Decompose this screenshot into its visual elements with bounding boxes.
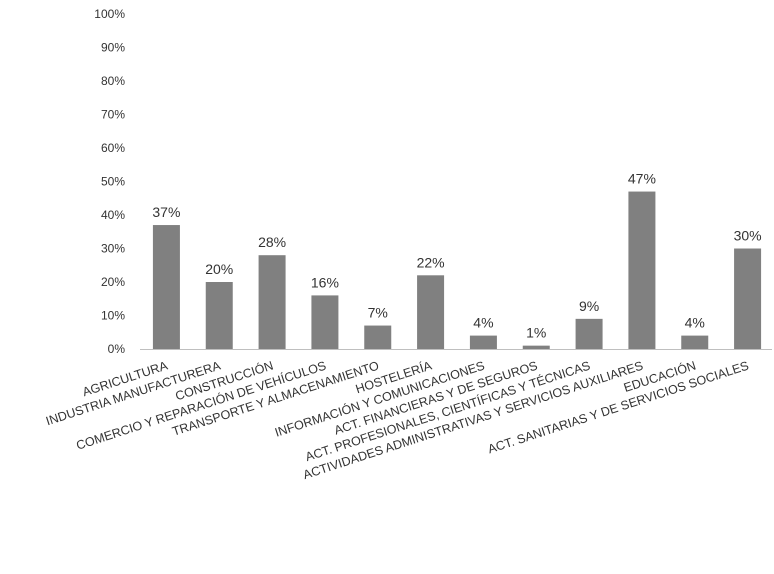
bar	[522, 345, 550, 349]
data-label: 4%	[473, 315, 493, 331]
y-tick-label: 0%	[108, 342, 126, 356]
bar	[469, 335, 497, 349]
bar	[681, 335, 709, 349]
y-tick-label: 80%	[101, 74, 125, 88]
y-tick-label: 30%	[101, 242, 125, 256]
data-label: 9%	[579, 298, 599, 314]
bar	[364, 325, 392, 349]
y-tick-label: 50%	[101, 175, 125, 189]
bar	[575, 318, 603, 349]
y-tick-label: 20%	[101, 275, 125, 289]
data-label: 47%	[628, 171, 656, 187]
data-labels: 37% 20% 28% 16% 7% 22% 4% 1% 9% 47% 4% 30%	[152, 171, 761, 341]
data-label: 1%	[526, 325, 546, 341]
bar	[628, 191, 656, 349]
y-tick-label: 90%	[101, 41, 125, 55]
data-label: 4%	[685, 315, 705, 331]
y-tick-label: 60%	[101, 141, 125, 155]
y-tick-label: 100%	[94, 7, 125, 21]
bar	[417, 275, 445, 349]
data-label: 20%	[205, 261, 233, 277]
data-label: 7%	[368, 305, 388, 321]
bar	[734, 248, 762, 349]
bar	[152, 225, 180, 349]
data-label: 37%	[152, 204, 180, 220]
y-axis: 0% 10% 20% 30% 40% 50% 60% 70% 80% 90% 100%	[94, 7, 125, 356]
bar	[311, 295, 339, 349]
bar	[205, 282, 233, 349]
data-label: 16%	[311, 274, 339, 290]
bars	[152, 191, 762, 349]
data-label: 22%	[417, 254, 445, 270]
y-tick-label: 70%	[101, 108, 125, 122]
y-tick-label: 40%	[101, 208, 125, 222]
data-label: 28%	[258, 234, 286, 250]
y-tick-label: 10%	[101, 309, 125, 323]
data-label: 30%	[734, 228, 762, 244]
bar	[258, 255, 286, 349]
